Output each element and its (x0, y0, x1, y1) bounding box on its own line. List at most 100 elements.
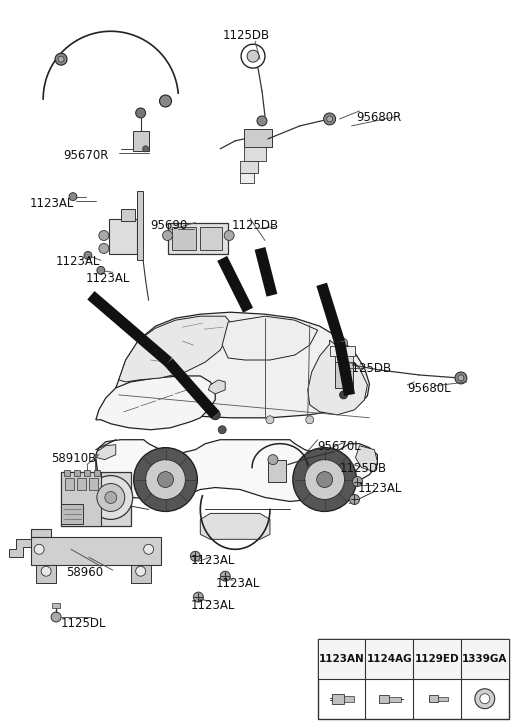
Bar (244, 129, 272, 147)
Bar (429, 695, 438, 702)
Circle shape (84, 252, 92, 260)
Text: 1123AL: 1123AL (357, 481, 402, 494)
Text: 1125DB: 1125DB (222, 29, 269, 42)
Circle shape (266, 416, 274, 424)
Circle shape (224, 230, 234, 241)
Circle shape (306, 416, 314, 424)
Text: 1123AL: 1123AL (190, 554, 235, 567)
Circle shape (475, 688, 495, 709)
Bar (77, 478, 86, 489)
Polygon shape (31, 529, 51, 545)
Polygon shape (119, 316, 230, 382)
Circle shape (324, 113, 336, 125)
Circle shape (51, 612, 61, 622)
Bar (330, 346, 355, 356)
Bar (94, 470, 100, 475)
Polygon shape (116, 312, 369, 418)
Text: 1129ED: 1129ED (415, 654, 460, 664)
Text: 1124AG: 1124AG (366, 654, 412, 664)
Circle shape (247, 50, 259, 62)
Circle shape (218, 426, 226, 434)
Text: 1123AN: 1123AN (319, 654, 365, 664)
Bar (74, 470, 80, 475)
Bar (137, 190, 143, 260)
Circle shape (317, 472, 332, 488)
Circle shape (350, 494, 359, 505)
Bar (109, 219, 137, 254)
Bar (168, 222, 228, 254)
Polygon shape (308, 340, 367, 415)
Polygon shape (222, 316, 318, 360)
Circle shape (58, 56, 64, 62)
Text: 1339GA: 1339GA (462, 654, 507, 664)
Circle shape (340, 391, 348, 399)
Text: 1123AL: 1123AL (56, 255, 101, 268)
Bar (121, 209, 134, 220)
Text: 58960: 58960 (66, 566, 103, 579)
Bar (343, 696, 354, 702)
Polygon shape (96, 376, 215, 430)
Circle shape (241, 44, 265, 68)
Circle shape (338, 338, 348, 348)
Circle shape (135, 108, 145, 118)
Circle shape (353, 477, 363, 486)
Bar (268, 459, 286, 481)
Circle shape (268, 454, 278, 465)
Bar (172, 227, 196, 250)
Circle shape (458, 375, 464, 381)
Bar (61, 472, 131, 526)
Bar (240, 161, 258, 173)
Circle shape (210, 410, 220, 419)
Circle shape (99, 244, 109, 254)
Bar (31, 537, 160, 565)
Bar (200, 227, 222, 250)
Bar (84, 470, 90, 475)
Text: 95670L: 95670L (318, 440, 362, 453)
Circle shape (143, 146, 148, 152)
Circle shape (34, 545, 44, 554)
Bar (318, 639, 508, 718)
Bar (244, 147, 266, 161)
Bar (438, 696, 448, 701)
Bar (133, 131, 148, 150)
Text: 1125DB: 1125DB (232, 219, 279, 232)
Polygon shape (9, 539, 31, 558)
Circle shape (305, 459, 344, 499)
Bar (332, 694, 343, 704)
Bar (64, 470, 70, 475)
Bar (65, 478, 74, 489)
Text: 95680R: 95680R (356, 111, 402, 124)
Text: 1123AL: 1123AL (29, 196, 73, 209)
Bar (334, 360, 353, 388)
Polygon shape (355, 446, 377, 472)
Circle shape (89, 475, 133, 519)
Text: 58910B: 58910B (51, 451, 96, 465)
Circle shape (41, 566, 51, 577)
Circle shape (157, 472, 173, 488)
Circle shape (55, 53, 67, 65)
Text: 1125DB: 1125DB (344, 362, 392, 375)
Text: 95680L: 95680L (407, 382, 451, 395)
Circle shape (134, 448, 197, 511)
Circle shape (327, 116, 332, 122)
Bar (61, 505, 83, 524)
Circle shape (97, 483, 125, 511)
Polygon shape (200, 513, 270, 539)
Circle shape (190, 551, 200, 561)
Text: 1123AL: 1123AL (190, 599, 235, 612)
Text: 1125DB: 1125DB (340, 462, 387, 475)
Circle shape (480, 694, 490, 704)
Circle shape (293, 448, 356, 511)
Text: 95690: 95690 (151, 219, 188, 232)
Bar (334, 354, 353, 362)
Circle shape (193, 592, 203, 602)
Circle shape (97, 266, 105, 274)
Circle shape (105, 491, 117, 504)
Circle shape (163, 230, 172, 241)
Circle shape (159, 95, 171, 107)
Circle shape (220, 571, 230, 581)
Bar (89, 478, 98, 489)
Polygon shape (97, 445, 116, 459)
Bar (240, 173, 254, 182)
Bar (389, 696, 401, 702)
